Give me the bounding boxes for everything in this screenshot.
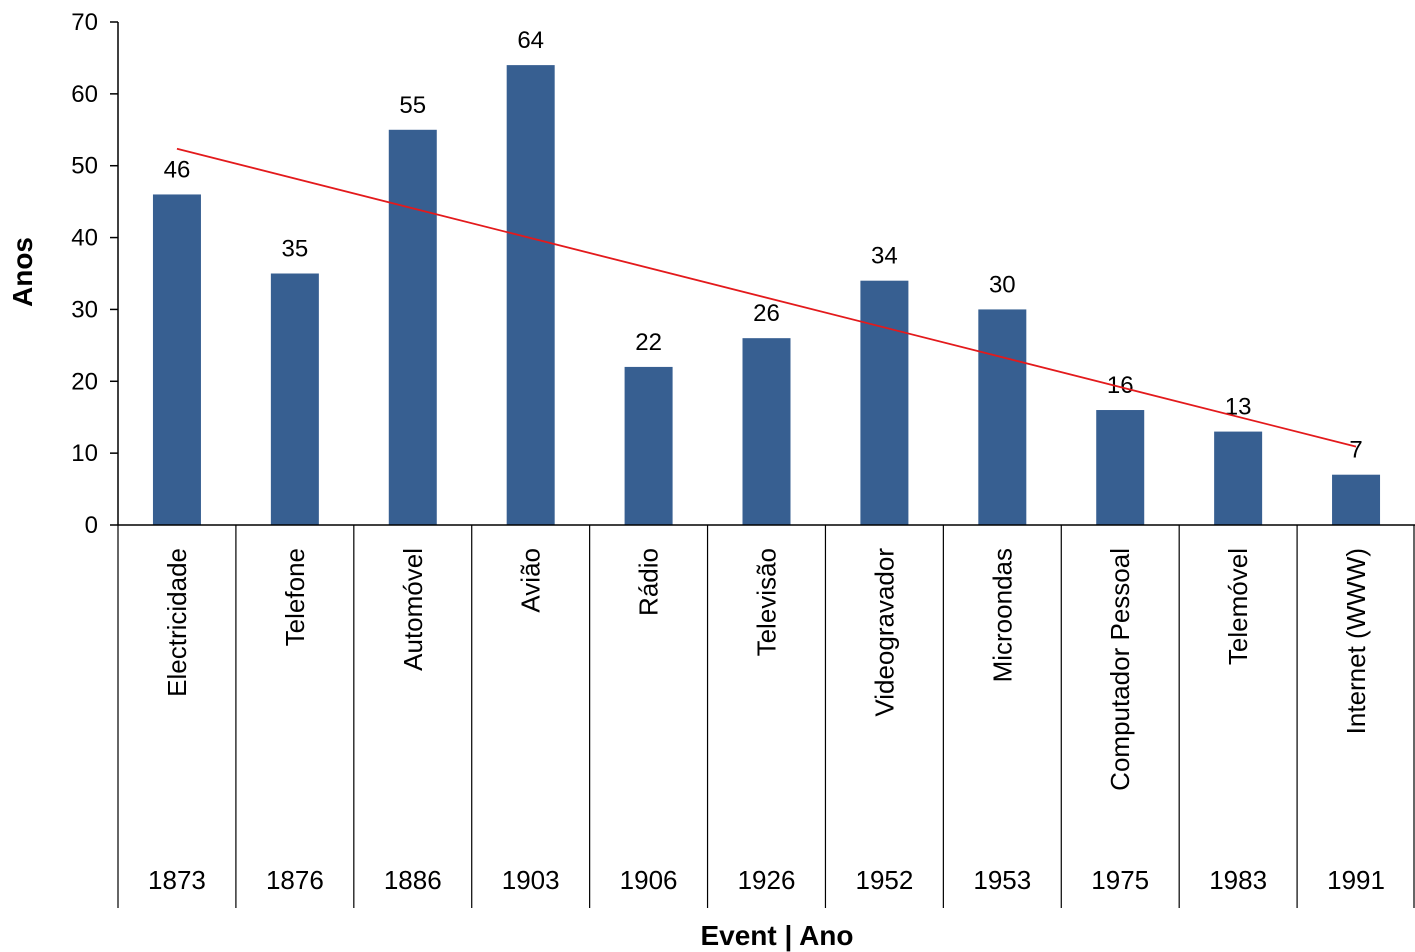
x-category-label: Videogravador xyxy=(869,548,899,717)
x-category-label: Avião xyxy=(516,548,546,613)
bar xyxy=(1332,474,1381,525)
x-axis-title: Event | Ano xyxy=(700,920,853,951)
bar xyxy=(1096,410,1145,525)
bar xyxy=(742,338,791,525)
bar xyxy=(860,280,909,525)
bars xyxy=(152,65,1381,526)
data-label: 30 xyxy=(989,271,1016,298)
y-tick-label: 50 xyxy=(71,153,98,180)
data-label: 64 xyxy=(517,27,544,54)
y-tick-label: 60 xyxy=(71,81,98,108)
data-label: 46 xyxy=(164,156,191,183)
x-year-label: 1873 xyxy=(148,865,206,895)
y-axis-title: Anos xyxy=(7,237,38,307)
bar xyxy=(152,194,201,525)
data-label: 34 xyxy=(871,243,898,270)
bar xyxy=(978,309,1027,525)
bar xyxy=(1214,431,1263,525)
x-year-label: 1991 xyxy=(1327,865,1385,895)
data-label: 22 xyxy=(635,329,662,356)
x-year-label: 1876 xyxy=(266,865,324,895)
x-category-label: Automóvel xyxy=(398,548,428,671)
trendline-line xyxy=(176,147,1357,448)
x-axis: Electricidade 1873 Telefone 1876 Automóvel 18… xyxy=(117,524,1415,908)
x-year-label: 1926 xyxy=(738,865,796,895)
bar xyxy=(506,65,555,525)
x-year-label: 1886 xyxy=(384,865,442,895)
data-label: 55 xyxy=(399,92,426,119)
data-label: 26 xyxy=(753,300,780,327)
x-year-label: 1953 xyxy=(973,865,1031,895)
bar xyxy=(624,366,673,525)
data-label: 7 xyxy=(1349,437,1362,464)
y-axis: 0 10 20 30 40 50 60 70 xyxy=(71,9,119,539)
x-category-label: Computador Pessoal xyxy=(1105,548,1135,791)
trendline xyxy=(176,147,1357,448)
x-year-label: 1983 xyxy=(1209,865,1267,895)
x-year-label: 1975 xyxy=(1091,865,1149,895)
y-tick-label: 70 xyxy=(71,9,98,36)
y-tick-label: 0 xyxy=(85,512,98,539)
x-category-label: Televisão xyxy=(752,548,782,656)
x-category-label: Telefone xyxy=(280,548,310,646)
x-category-label: Telemóvel xyxy=(1223,548,1253,665)
x-category-label: Microondas xyxy=(987,548,1017,682)
x-year-label: 1952 xyxy=(855,865,913,895)
y-tick-label: 40 xyxy=(71,225,98,252)
bar xyxy=(388,129,437,526)
y-tick-label: 30 xyxy=(71,296,98,323)
bar xyxy=(270,273,319,525)
x-year-label: 1906 xyxy=(620,865,678,895)
data-label: 35 xyxy=(282,236,309,263)
x-category-label: Rádio xyxy=(634,548,664,616)
y-tick-label: 20 xyxy=(71,368,98,395)
x-year-label: 1903 xyxy=(502,865,560,895)
x-category-label: Electricidade xyxy=(162,548,192,697)
x-category-label: Internet (WWW) xyxy=(1341,548,1371,734)
y-tick-label: 10 xyxy=(71,440,98,467)
